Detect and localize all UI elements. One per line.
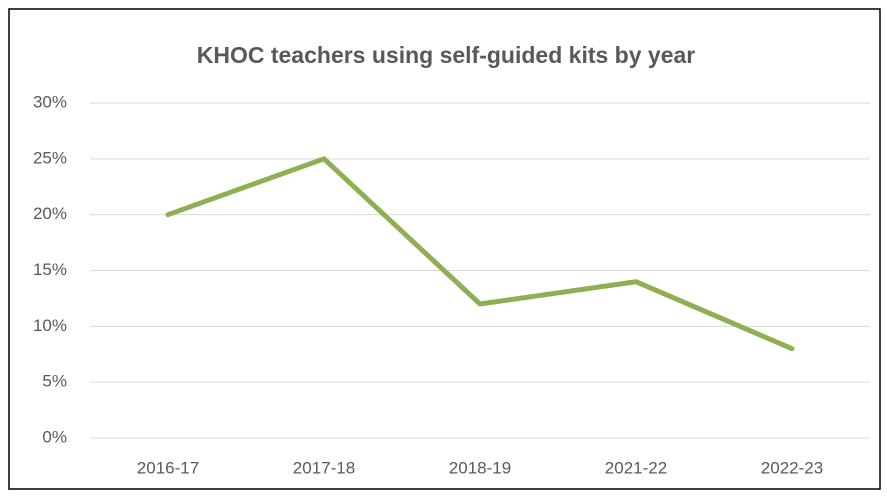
x-tick-label: 2017-18 — [293, 458, 355, 477]
x-tick-label: 2021-22 — [605, 458, 667, 477]
y-tick-label: 30% — [33, 92, 67, 111]
y-tick-label: 25% — [33, 148, 67, 167]
y-tick-label: 20% — [33, 204, 67, 223]
chart-title: KHOC teachers using self-guided kits by … — [197, 42, 696, 68]
x-tick-label: 2022-23 — [761, 458, 823, 477]
y-tick-label: 15% — [33, 260, 67, 279]
chart-border — [8, 8, 881, 490]
x-tick-label: 2018-19 — [449, 458, 511, 477]
x-tick-label: 2016-17 — [137, 458, 199, 477]
y-tick-label: 10% — [33, 316, 67, 335]
line-series — [165, 156, 795, 352]
y-tick-label: 5% — [42, 372, 67, 391]
y-tick-label: 0% — [42, 427, 67, 446]
